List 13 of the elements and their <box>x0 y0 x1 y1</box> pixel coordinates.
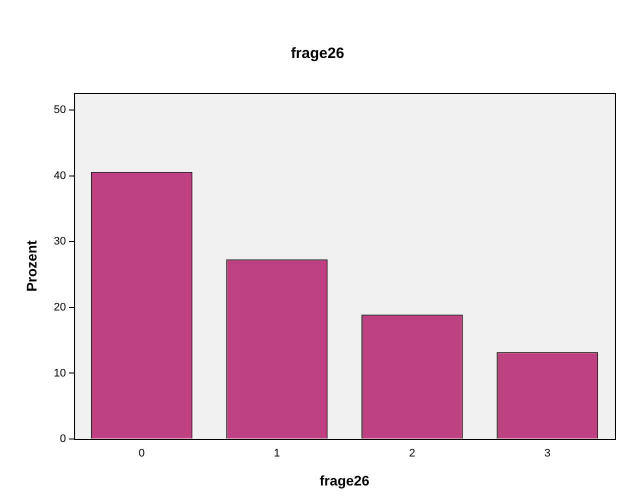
x-tick-label: 0 <box>138 448 145 460</box>
y-tick-label: 30 <box>54 236 66 248</box>
y-tick-label: 40 <box>54 170 66 182</box>
y-tick-label: 0 <box>60 433 66 446</box>
x-tick-label: 3 <box>544 448 550 460</box>
x-tick-label: 1 <box>274 448 280 460</box>
chart-title: frage26 <box>290 45 344 62</box>
y-tick-label: 20 <box>54 301 66 314</box>
y-tick-label: 10 <box>54 367 66 380</box>
x-axis-title: frage26 <box>320 472 370 488</box>
y-tick-label: 50 <box>54 104 66 116</box>
y-axis-title: Prozent <box>23 240 40 292</box>
x-tick-label: 2 <box>409 448 416 460</box>
